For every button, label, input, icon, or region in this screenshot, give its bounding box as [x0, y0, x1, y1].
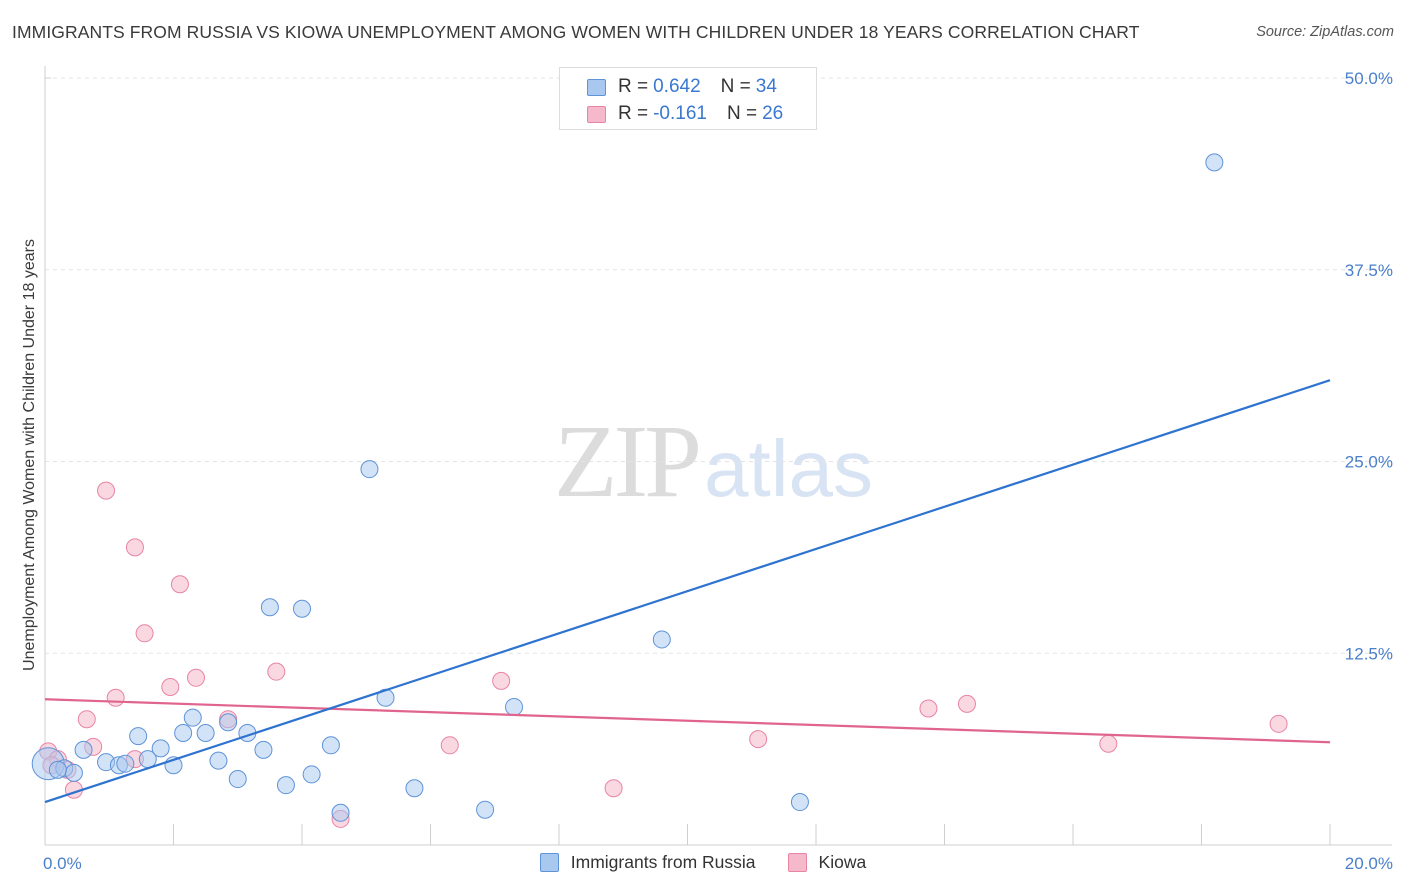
- legend-n-label: N =: [726, 103, 758, 124]
- russia-point: [476, 800, 495, 819]
- legend-item-russia[interactable]: Immigrants from Russia: [539, 852, 756, 873]
- legend-swatch-russia: [587, 78, 606, 96]
- russia-point: [183, 708, 202, 727]
- russia-point: [196, 724, 215, 743]
- russia-point: [1205, 153, 1224, 172]
- kiowa-point: [604, 779, 623, 798]
- legend-swatch-kiowa: [787, 853, 807, 872]
- russia-point: [219, 713, 238, 732]
- y-tick-label: 37.5%: [1345, 261, 1393, 280]
- y-tick-label: 12.5%: [1345, 644, 1393, 663]
- legend-r-value: -0.161: [653, 103, 707, 124]
- russia-point: [260, 598, 279, 617]
- russia-point: [321, 736, 340, 755]
- russia-point: [129, 727, 148, 746]
- russia-point: [652, 630, 671, 649]
- russia-point: [151, 739, 170, 758]
- legend-row-russia: R = 0.642 N = 34: [587, 76, 777, 98]
- trend-lines: [44, 379, 1331, 804]
- russia-point: [74, 740, 93, 759]
- legend-swatch-kiowa: [587, 105, 606, 123]
- axes: [44, 66, 1392, 846]
- russia-points: [31, 153, 1224, 822]
- kiowa-point: [106, 688, 125, 707]
- kiowa-point: [186, 668, 205, 687]
- russia-point: [505, 697, 524, 716]
- russia-point: [405, 779, 424, 798]
- legend-swatch-russia: [539, 853, 559, 872]
- x-tick-label: 0.0%: [43, 854, 82, 873]
- russia-point: [228, 770, 247, 789]
- legend-label-kiowa: Kiowa: [818, 852, 867, 872]
- kiowa-point: [125, 538, 144, 557]
- kiowa-point: [97, 481, 116, 500]
- series-legend: Immigrants from Russia Kiowa: [0, 852, 1406, 873]
- russia-point: [209, 751, 228, 770]
- gridlines: [45, 77, 1392, 654]
- legend-r-label: R =: [618, 103, 649, 124]
- russia-point: [790, 793, 809, 812]
- y-tick-label: 50.0%: [1345, 69, 1393, 88]
- legend-n-value: 26: [762, 103, 784, 124]
- correlation-legend: R = 0.642 N = 34 R = -0.161 N = 26: [559, 67, 817, 130]
- russia-trend-line: [44, 379, 1331, 804]
- kiowa-point: [749, 730, 768, 749]
- russia-point: [254, 740, 273, 759]
- kiowa-point: [1269, 714, 1288, 733]
- kiowa-point: [161, 677, 180, 696]
- source-credit: Source: ZipAtlas.com: [1256, 24, 1394, 40]
- russia-point: [331, 803, 350, 822]
- kiowa-points: [39, 481, 1288, 828]
- russia-point: [64, 763, 83, 782]
- russia-point: [48, 760, 67, 779]
- kiowa-point: [440, 736, 459, 755]
- kiowa-point: [492, 671, 511, 690]
- legend-r-label: R =: [618, 76, 649, 97]
- chart-title: IMMIGRANTS FROM RUSSIA VS KIOWA UNEMPLOY…: [12, 22, 1140, 42]
- legend-n-label: N =: [720, 76, 751, 97]
- y-tick-label: 25.0%: [1345, 453, 1393, 472]
- x-tick-label: 20.0%: [1345, 854, 1393, 873]
- russia-point: [116, 754, 135, 773]
- legend-item-kiowa[interactable]: Kiowa: [787, 852, 867, 873]
- kiowa-trend-line: [44, 698, 1331, 744]
- legend-n-value: 34: [755, 76, 777, 97]
- kiowa-point: [267, 662, 286, 681]
- kiowa-point: [919, 699, 938, 718]
- russia-point: [174, 724, 193, 743]
- russia-point: [276, 776, 295, 795]
- kiowa-point: [957, 694, 976, 713]
- russia-point: [360, 460, 379, 479]
- legend-label-russia: Immigrants from Russia: [570, 852, 756, 872]
- kiowa-point: [1099, 734, 1118, 753]
- legend-row-kiowa: R = -0.161 N = 26: [587, 103, 783, 125]
- legend-r-value: 0.642: [653, 76, 701, 97]
- kiowa-point: [170, 575, 189, 594]
- kiowa-point: [77, 710, 96, 729]
- russia-point: [293, 599, 311, 618]
- tick-labels: 12.5% 25.0% 37.5% 50.0% 0.0% 20.0%: [43, 69, 1393, 873]
- kiowa-point: [135, 624, 154, 643]
- russia-point: [302, 765, 321, 784]
